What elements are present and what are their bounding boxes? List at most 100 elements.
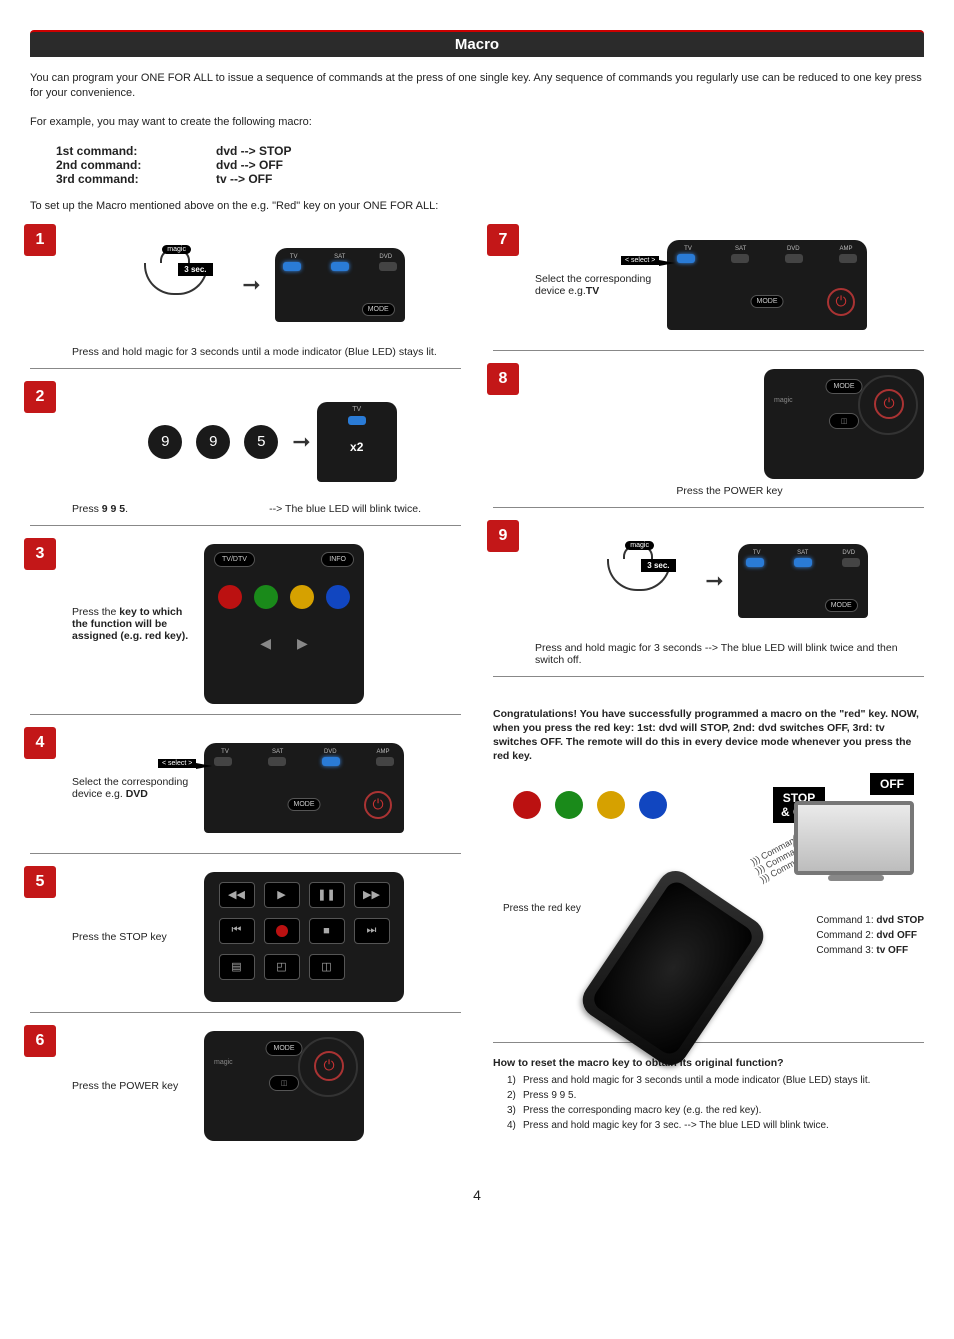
led-blue-icon [348, 416, 366, 425]
reset-step-1: 1)Press and hold magic for 3 seconds unt… [507, 1073, 924, 1088]
press-oval-icon: TV x2 [325, 402, 385, 482]
info-button: INFO [321, 552, 354, 567]
green-key-icon [555, 791, 583, 819]
select-tag: < select > [158, 759, 196, 768]
right-column: 7 Select the corresponding device e.g.TV… [493, 230, 924, 1169]
red-key-icon [218, 585, 242, 609]
reset-instructions: How to reset the macro key to obtain its… [493, 1057, 924, 1133]
macro-commands-list: 1st command:dvd --> STOP 2nd command:dvd… [56, 144, 924, 186]
step-3-text: Press the key to which the function will… [72, 606, 192, 642]
red-key-icon [513, 791, 541, 819]
mode-amp: AMP [372, 749, 394, 755]
step-6: 6 Press the POWER key MODE magic ◫ ⏻ [30, 1031, 461, 1151]
left-column: 1 magic 3 sec. ➞ TV SAT DVD [30, 230, 461, 1169]
setup-instruction: To set up the Macro mentioned above on t… [30, 200, 924, 212]
step-9-caption: Press and hold magic for 3 seconds --> T… [493, 642, 924, 666]
reset-step-3: 3)Press the corresponding macro key (e.g… [507, 1103, 924, 1118]
rewind-icon: ◀◀ [219, 882, 255, 908]
led-icon [794, 558, 812, 567]
led-tv-blue-icon [677, 254, 695, 263]
step-3: 3 Press the key to which the function wi… [30, 544, 461, 715]
press-red-label: Press the red key [503, 903, 581, 914]
mode-button: MODE [266, 1041, 303, 1056]
misc-icon: ◫ [309, 954, 345, 980]
play-icon: ▶ [264, 882, 300, 908]
mode-sat: SAT [267, 749, 289, 755]
digit-9a: 9 [148, 425, 182, 459]
blue-key-icon [639, 791, 667, 819]
mode-sat: SAT [792, 550, 814, 556]
mode-tv: TV [677, 246, 699, 252]
reset-step-2: 2)Press 9 9 5. [507, 1088, 924, 1103]
prev-icon: ⏮ [219, 918, 255, 944]
step-5: 5 Press the STOP key ◀◀ ▶ ❚❚ ▶▶ ⏮ ■ ⏭ [30, 872, 461, 1013]
remote-power-illustration: MODE magic ◫ ⏻ [204, 1031, 364, 1141]
command-1-value: dvd --> STOP [216, 144, 291, 158]
step-6-caption: Press the POWER key [72, 1080, 192, 1092]
page-number: 4 [30, 1187, 924, 1203]
led-icon [268, 757, 286, 766]
step-2-number: 2 [24, 381, 56, 413]
mode-button: MODE [826, 379, 863, 394]
aspect-icon: ◰ [264, 954, 300, 980]
yellow-key-icon [290, 585, 314, 609]
small-button-icon: ◫ [269, 1075, 299, 1091]
magic-label: magic [774, 397, 793, 404]
step-4-number: 4 [24, 727, 56, 759]
step-4: 4 Select the corresponding device e.g. D… [30, 733, 461, 854]
x2-label: x2 [350, 440, 363, 454]
nav-left-icon: ◀ [260, 635, 271, 652]
three-sec-label: 3 sec. [641, 559, 675, 572]
power-icon: ⏻ [364, 791, 392, 819]
command-2-label: 2nd command: [56, 158, 216, 172]
led-icon [785, 254, 803, 263]
yellow-key-icon [597, 791, 625, 819]
green-key-icon [254, 585, 278, 609]
section-header: Macro [30, 30, 924, 57]
magic-hold-icon: magic 3 sec. [591, 541, 691, 621]
command-3-value: tv --> OFF [216, 172, 272, 186]
congrats-text: Congratulations! You have successfully p… [493, 707, 924, 764]
arrow-icon: ➞ [292, 429, 310, 455]
step-2: 2 9 9 5 ➞ TV x2 Press [30, 387, 461, 526]
step-2-caption-b: --> The blue LED will blink twice. [269, 503, 421, 515]
ffwd-icon: ▶▶ [354, 882, 390, 908]
power-icon: ⏻ [314, 1051, 344, 1081]
power-icon: ⏻ [827, 288, 855, 316]
mode-button: MODE [825, 599, 858, 612]
step-9-number: 9 [487, 520, 519, 552]
power-icon: ⏻ [874, 389, 904, 419]
step-7-number: 7 [487, 224, 519, 256]
mode-button: MODE [362, 303, 395, 316]
mode-button: MODE [751, 295, 784, 308]
step-7-text: Select the corresponding device e.g.TV [535, 273, 655, 297]
led-icon [839, 254, 857, 263]
step-6-number: 6 [24, 1025, 56, 1057]
led-dvd-blue-icon [322, 757, 340, 766]
step-7: 7 Select the corresponding device e.g.TV… [493, 230, 924, 351]
pause-icon: ❚❚ [309, 882, 345, 908]
tvdtv-button: TV/DTV [214, 552, 255, 567]
mode-button: MODE [288, 798, 321, 811]
mode-tv: TV [283, 254, 305, 260]
command-3-label: 3rd command: [56, 172, 216, 186]
command-2-value: dvd --> OFF [216, 158, 283, 172]
step-8-caption: Press the POWER key [493, 485, 924, 497]
led-icon [731, 254, 749, 263]
intro-paragraph-2: For example, you may want to create the … [30, 115, 924, 130]
remote-illustration [576, 864, 771, 1072]
remote-playback-illustration: ◀◀ ▶ ❚❚ ▶▶ ⏮ ■ ⏭ ▤ ◰ ◫ [204, 872, 404, 1002]
step-8-number: 8 [487, 363, 519, 395]
next-icon: ⏭ [354, 918, 390, 944]
remote-power-illustration: MODE magic ◫ ⏻ [764, 369, 924, 479]
tv-label: TV [352, 406, 361, 413]
magic-label: magic [162, 245, 191, 254]
led-icon [842, 558, 860, 567]
digit-5: 5 [244, 425, 278, 459]
magic-hold-icon: magic 3 sec. [128, 245, 228, 325]
macro-result-diagram: Press the red key ))) Command 3 ))) Comm… [493, 773, 924, 1043]
record-icon [264, 918, 300, 944]
tv-icon [794, 801, 914, 875]
step-2-caption-a: Press 9 9 5. [72, 503, 128, 515]
three-sec-label: 3 sec. [178, 263, 212, 276]
